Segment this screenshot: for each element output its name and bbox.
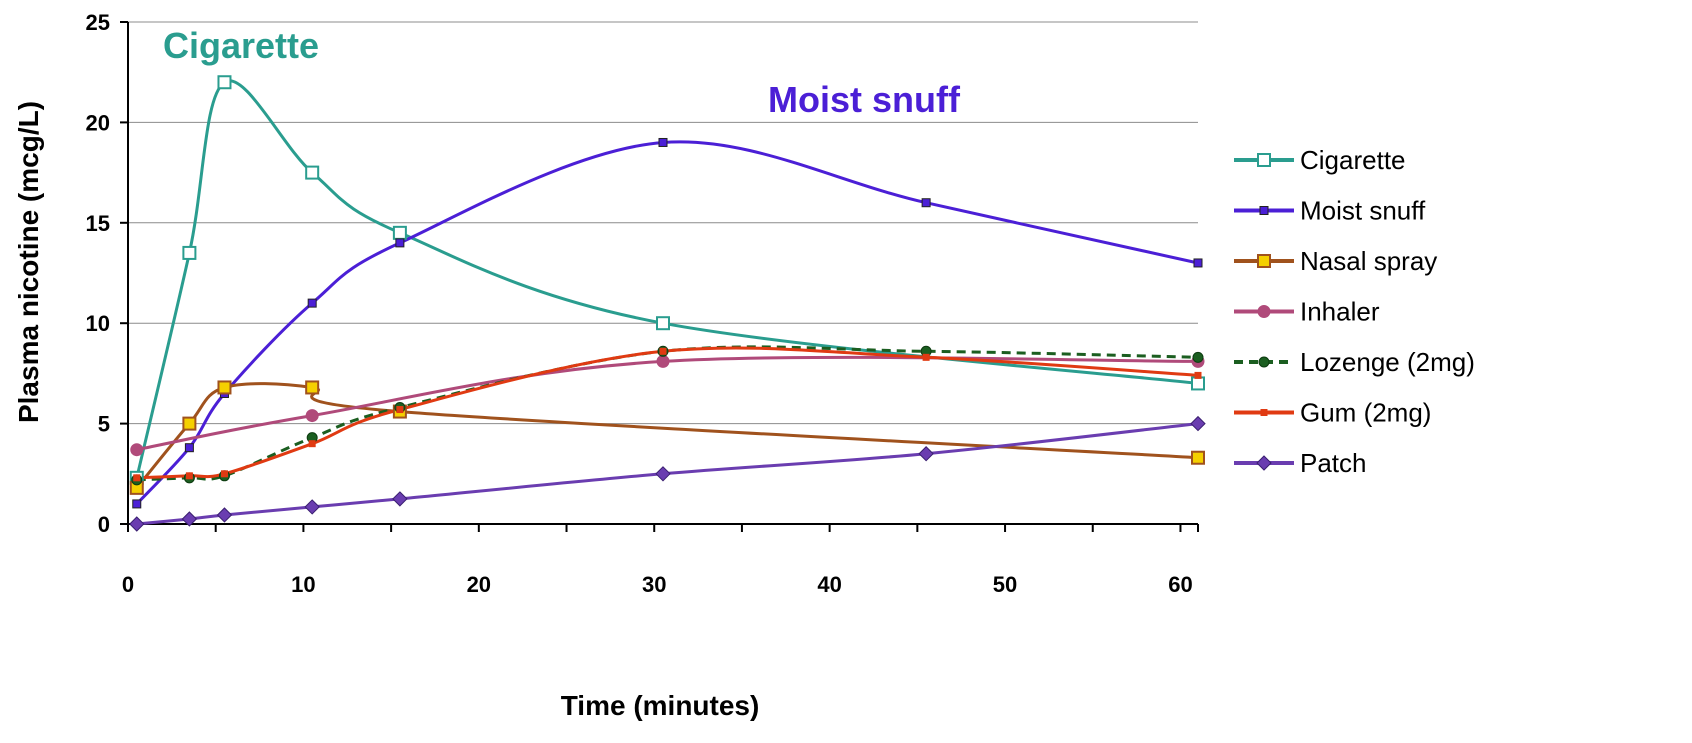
x-tick-label: 50: [993, 572, 1017, 597]
data-point-patch: [655, 466, 671, 482]
data-point-moist-snuff: [658, 137, 668, 147]
x-tick-label: 40: [817, 572, 841, 597]
data-point-gum-2mg: [308, 440, 316, 448]
data-point-gum-2mg: [220, 470, 228, 478]
data-point-patch: [181, 511, 198, 527]
data-point-patch: [392, 491, 408, 507]
data-point-gum-2mg: [185, 472, 193, 480]
tick-labels: 0 5 10 15 20 25 0 10 20 30 40 50 60: [86, 10, 1193, 597]
data-point-cigarette: [305, 165, 320, 180]
data-point-cigarette: [1191, 376, 1205, 391]
data-point-gum-2mg: [922, 353, 930, 361]
data-point-gum-2mg: [396, 406, 404, 414]
series-line-patch: [136, 422, 1199, 526]
legend-item-nasal-spray: Nasal spray: [1234, 246, 1437, 276]
legend-marker-moist-snuff: [1259, 206, 1269, 215]
y-tick-label: 25: [86, 10, 110, 35]
legend-marker-cigarette: [1257, 153, 1271, 167]
data-point-nasal-spray: [217, 380, 232, 395]
series-markers: [129, 75, 1206, 532]
x-tick-label: 20: [467, 572, 491, 597]
legend-label-moist-snuff: Moist snuff: [1300, 196, 1426, 226]
data-point-moist-snuff: [1193, 258, 1203, 268]
legend-marker-lozenge-2mg: [1258, 356, 1270, 368]
data-point-patch: [216, 507, 233, 523]
series-line-moist-snuff: [135, 140, 1199, 505]
series-line-gum-2mg: [136, 346, 1199, 480]
data-point-gum-2mg: [1194, 371, 1202, 379]
legend-item-patch: Patch: [1234, 448, 1367, 478]
legend-marker-gum-2mg: [1260, 409, 1268, 416]
legend-label-lozenge-2mg: Lozenge (2mg): [1300, 347, 1475, 377]
x-tick-label: 60: [1168, 572, 1192, 597]
x-axis-title: Time (minutes): [561, 690, 760, 721]
legend-label-patch: Patch: [1300, 448, 1367, 478]
data-point-moist-snuff: [307, 298, 317, 308]
data-point-moist-snuff: [921, 198, 931, 208]
legend: Cigarette Moist snuff Nasal spray Inhaler Lo…: [1234, 145, 1475, 478]
data-point-gum-2mg: [133, 474, 141, 482]
y-tick-label: 10: [86, 311, 110, 336]
series-lines: [135, 79, 1199, 526]
x-tick-label: 30: [642, 572, 666, 597]
data-point-lozenge-2mg: [1192, 351, 1204, 363]
legend-item-gum-2mg: Gum (2mg): [1234, 398, 1431, 428]
x-tick-label: 10: [291, 572, 315, 597]
data-point-patch: [918, 446, 934, 462]
legend-marker-nasal-spray: [1257, 254, 1271, 268]
y-tick-label: 5: [98, 412, 110, 437]
data-point-moist-snuff: [132, 499, 142, 509]
data-point-inhaler: [656, 354, 670, 368]
legend-label-inhaler: Inhaler: [1300, 297, 1380, 327]
legend-label-gum-2mg: Gum (2mg): [1300, 398, 1431, 428]
series-line-inhaler: [136, 355, 1199, 452]
data-point-moist-snuff: [184, 443, 194, 453]
legend-item-lozenge-2mg: Lozenge (2mg): [1234, 347, 1475, 377]
data-point-patch: [1190, 415, 1206, 432]
y-tick-label: 20: [86, 110, 110, 135]
annotations: Cigarette Moist snuff: [163, 25, 961, 120]
axes: [120, 21, 1199, 532]
legend-marker-patch: [1256, 455, 1272, 471]
y-tick-label: 0: [98, 512, 110, 537]
x-tick-label: 0: [122, 572, 134, 597]
y-axis-title: Plasma nicotine (mcg/L): [13, 101, 44, 423]
legend-label-nasal-spray: Nasal spray: [1300, 246, 1437, 276]
y-tick-label: 15: [86, 211, 110, 236]
data-point-nasal-spray: [182, 416, 197, 431]
legend-item-moist-snuff: Moist snuff: [1234, 196, 1426, 226]
data-point-inhaler: [305, 409, 319, 423]
annotation-moist-snuff: Moist snuff: [768, 79, 961, 120]
data-point-inhaler: [130, 443, 144, 457]
legend-item-cigarette: Cigarette: [1234, 145, 1406, 175]
legend-marker-inhaler: [1257, 305, 1271, 318]
data-point-cigarette: [182, 245, 197, 260]
data-point-cigarette: [392, 225, 407, 240]
data-point-cigarette: [217, 75, 232, 90]
legend-label-cigarette: Cigarette: [1300, 145, 1406, 175]
annotation-cigarette: Cigarette: [163, 25, 319, 66]
gridlines: [128, 21, 1198, 425]
data-point-gum-2mg: [659, 347, 667, 355]
data-point-nasal-spray: [1191, 450, 1205, 465]
data-point-patch: [129, 516, 145, 532]
data-point-patch: [304, 499, 320, 515]
data-point-moist-snuff: [395, 238, 405, 248]
data-point-cigarette: [656, 316, 670, 331]
legend-item-inhaler: Inhaler: [1234, 297, 1380, 327]
data-point-nasal-spray: [305, 380, 320, 395]
